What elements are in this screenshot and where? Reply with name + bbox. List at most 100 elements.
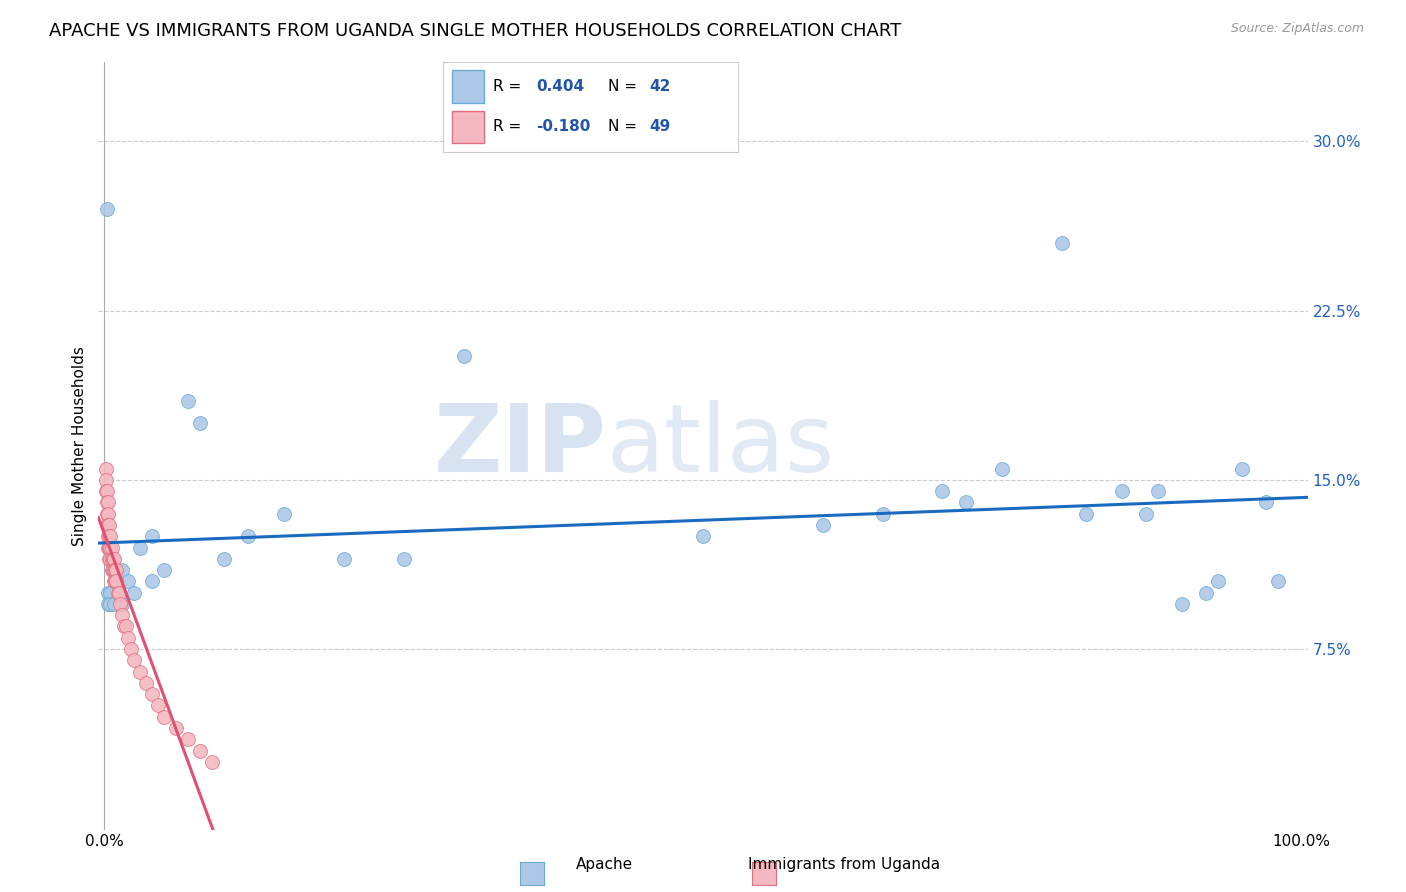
Text: N =: N = — [609, 79, 643, 94]
Point — [101, 597, 124, 611]
Point — [100, 551, 122, 566]
Point — [101, 551, 124, 566]
Point — [1074, 507, 1097, 521]
Point — [148, 698, 170, 713]
Point — [141, 529, 163, 543]
Point — [111, 608, 134, 623]
Point — [103, 597, 125, 611]
Point — [153, 563, 176, 577]
Point — [124, 653, 146, 667]
Point — [98, 551, 121, 566]
Point — [188, 743, 211, 757]
Point — [115, 619, 138, 633]
Point — [108, 597, 131, 611]
Point — [105, 574, 128, 589]
Text: Source: ZipAtlas.com: Source: ZipAtlas.com — [1230, 22, 1364, 36]
Point — [97, 541, 120, 555]
Point — [1267, 574, 1289, 589]
Point — [141, 687, 163, 701]
Point — [97, 518, 120, 533]
Point — [100, 563, 122, 577]
Text: 0.404: 0.404 — [536, 79, 583, 94]
Point — [101, 563, 124, 577]
Point — [98, 518, 121, 533]
Point — [104, 574, 127, 589]
Point — [100, 529, 122, 543]
Point — [931, 484, 953, 499]
Point — [105, 574, 128, 589]
Point — [111, 563, 134, 577]
Text: 42: 42 — [650, 79, 671, 94]
Text: R =: R = — [494, 79, 526, 94]
Point — [100, 551, 122, 566]
Point — [1195, 585, 1218, 599]
Text: Immigrants from Uganda: Immigrants from Uganda — [748, 857, 939, 872]
Point — [392, 551, 415, 566]
Point — [333, 551, 356, 566]
Point — [129, 541, 152, 555]
Point — [141, 574, 163, 589]
FancyBboxPatch shape — [451, 111, 484, 143]
Point — [1111, 484, 1133, 499]
Point — [120, 642, 142, 657]
Text: atlas: atlas — [606, 400, 835, 492]
Point — [111, 597, 134, 611]
Point — [94, 473, 117, 487]
Point — [165, 721, 187, 735]
Point — [236, 529, 259, 543]
Point — [201, 755, 224, 769]
Point — [1206, 574, 1229, 589]
Point — [100, 541, 122, 555]
Point — [98, 597, 121, 611]
Text: ZIP: ZIP — [433, 400, 606, 492]
Point — [1147, 484, 1170, 499]
Point — [453, 349, 475, 363]
Point — [112, 619, 135, 633]
Point — [98, 529, 121, 543]
Point — [212, 551, 235, 566]
Point — [177, 732, 200, 747]
Point — [135, 676, 157, 690]
Point — [124, 585, 146, 599]
Point — [97, 585, 120, 599]
Point — [273, 507, 295, 521]
Point — [811, 518, 834, 533]
Text: -0.180: -0.180 — [536, 120, 591, 134]
Point — [107, 585, 129, 599]
Point — [103, 551, 125, 566]
Point — [103, 563, 125, 577]
Point — [1230, 461, 1253, 475]
Point — [1171, 597, 1194, 611]
Point — [96, 495, 118, 509]
Point — [1135, 507, 1157, 521]
Point — [1254, 495, 1277, 509]
Point — [100, 585, 122, 599]
Y-axis label: Single Mother Households: Single Mother Households — [72, 346, 87, 546]
Point — [97, 495, 120, 509]
Point — [1050, 235, 1073, 250]
Point — [100, 597, 122, 611]
Point — [105, 563, 128, 577]
Text: Apache: Apache — [576, 857, 633, 872]
Point — [117, 574, 139, 589]
Point — [97, 529, 120, 543]
Text: R =: R = — [494, 120, 526, 134]
Point — [96, 202, 118, 216]
Point — [107, 585, 129, 599]
Point — [97, 507, 120, 521]
Point — [100, 541, 122, 555]
Point — [98, 541, 121, 555]
Point — [97, 597, 120, 611]
Point — [872, 507, 894, 521]
Point — [991, 461, 1014, 475]
Point — [153, 710, 176, 724]
Text: 49: 49 — [650, 120, 671, 134]
Point — [96, 507, 118, 521]
Point — [692, 529, 714, 543]
Text: APACHE VS IMMIGRANTS FROM UGANDA SINGLE MOTHER HOUSEHOLDS CORRELATION CHART: APACHE VS IMMIGRANTS FROM UGANDA SINGLE … — [49, 22, 901, 40]
Point — [955, 495, 977, 509]
Point — [188, 417, 211, 431]
Point — [94, 461, 117, 475]
Text: N =: N = — [609, 120, 643, 134]
Point — [104, 563, 127, 577]
